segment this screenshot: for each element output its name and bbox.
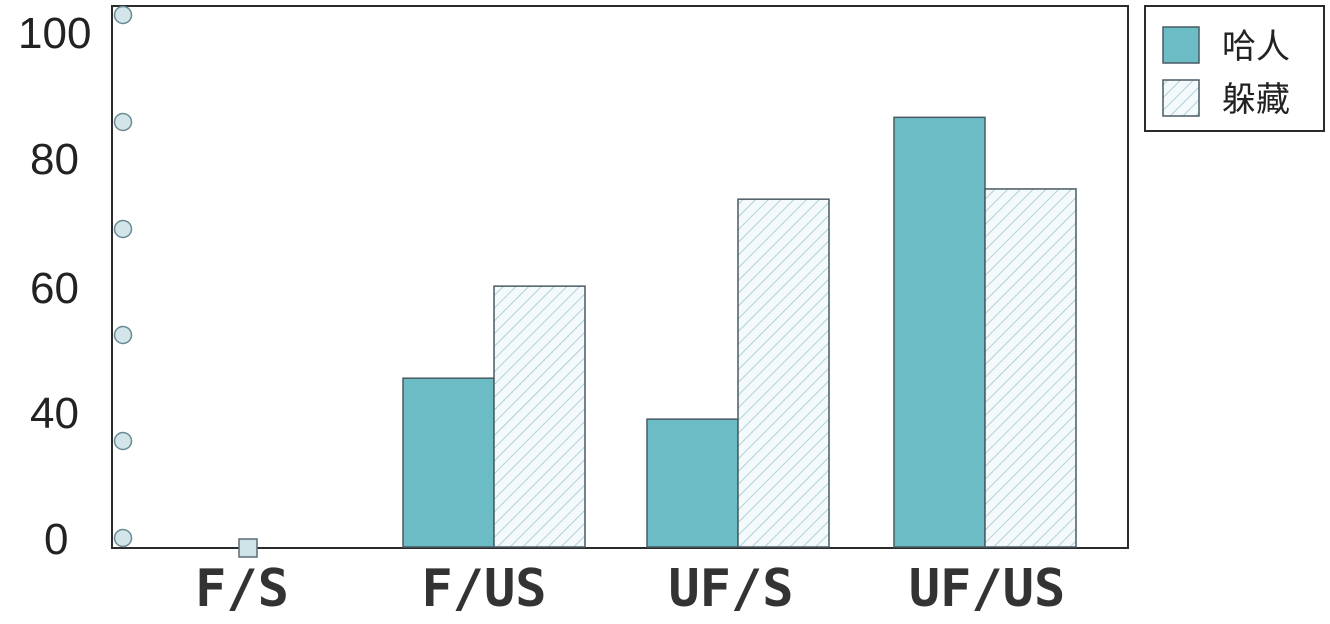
bar-series-2-f-us — [493, 285, 586, 548]
legend-swatch-solid — [1162, 26, 1200, 64]
bar-series-1-uf-s — [646, 418, 739, 548]
axis-dot — [113, 219, 133, 239]
axis-dot — [113, 431, 133, 451]
y-tick-label-60: 60 — [30, 264, 79, 313]
axis-dot — [113, 5, 133, 25]
bars-group — [402, 116, 1077, 548]
bar-series-2-uf-us — [984, 188, 1077, 548]
y-axis-dots — [113, 5, 133, 548]
y-tick-label-100: 100 — [18, 9, 91, 58]
legend-label-series-2: 躲藏 — [1222, 80, 1290, 120]
bar-series-2-uf-s — [737, 198, 830, 548]
category-label-f-s: F/S — [195, 559, 289, 619]
y-tick-label-80: 80 — [30, 135, 79, 184]
legend-swatch-hatched — [1162, 79, 1200, 117]
legend-label-series-1: 哈人 — [1222, 27, 1290, 67]
bar-series-1-uf-us — [893, 116, 986, 548]
bar-series-1-f-us — [402, 377, 495, 548]
axis-dot — [113, 325, 133, 345]
y-tick-label-40: 40 — [30, 389, 79, 438]
axis-dot — [113, 112, 133, 132]
y-axis-tick-labels: 100 80 60 40 0 — [18, 9, 91, 564]
category-label-f-us: F/US — [421, 559, 546, 619]
category-label-uf-s: UF/S — [668, 559, 793, 619]
x-axis-category-labels: F/S F/US UF/S UF/US — [195, 559, 1065, 619]
y-tick-label-0: 0 — [44, 515, 68, 564]
category-label-uf-us: UF/US — [909, 559, 1066, 619]
axis-dot — [113, 528, 133, 548]
legend: 哈人 躲藏 — [1144, 5, 1325, 132]
x-axis-marker — [238, 538, 258, 558]
